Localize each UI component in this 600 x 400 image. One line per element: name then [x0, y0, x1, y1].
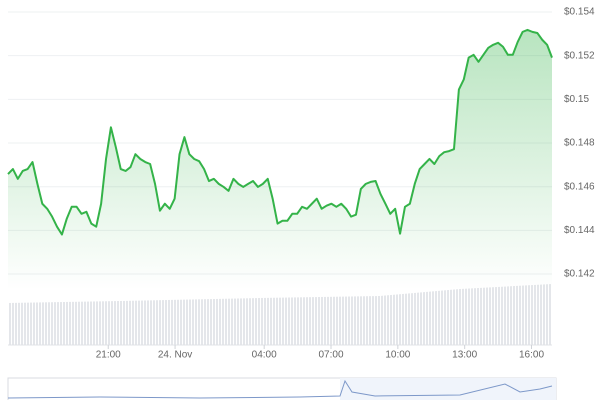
volume-band	[8, 284, 552, 345]
navigator-selection	[340, 378, 556, 400]
x-tick-label: 24. Nov	[158, 350, 192, 361]
x-tick-label: 10:00	[385, 350, 410, 361]
price-line	[7, 28, 553, 236]
y-tick-label: $0.154	[564, 7, 595, 18]
x-tick-label: 16:00	[519, 350, 544, 361]
y-tick-label: $0.146	[564, 181, 595, 192]
plot-layer	[7, 28, 553, 290]
x-tick-label: 13:00	[452, 350, 477, 361]
navigator-line	[7, 379, 553, 399]
y-tick-label: $0.144	[564, 225, 595, 236]
x-tick-label: 07:00	[318, 350, 343, 361]
area	[8, 29, 552, 290]
x-tick-label: 21:00	[96, 350, 121, 361]
y-tick-label: $0.148	[564, 138, 595, 149]
x-tick-label: 04:00	[252, 350, 277, 361]
y-tick-label: $0.152	[564, 50, 595, 61]
y-tick-label: $0.142	[564, 269, 595, 280]
y-tick-label: $0.15	[564, 94, 589, 105]
